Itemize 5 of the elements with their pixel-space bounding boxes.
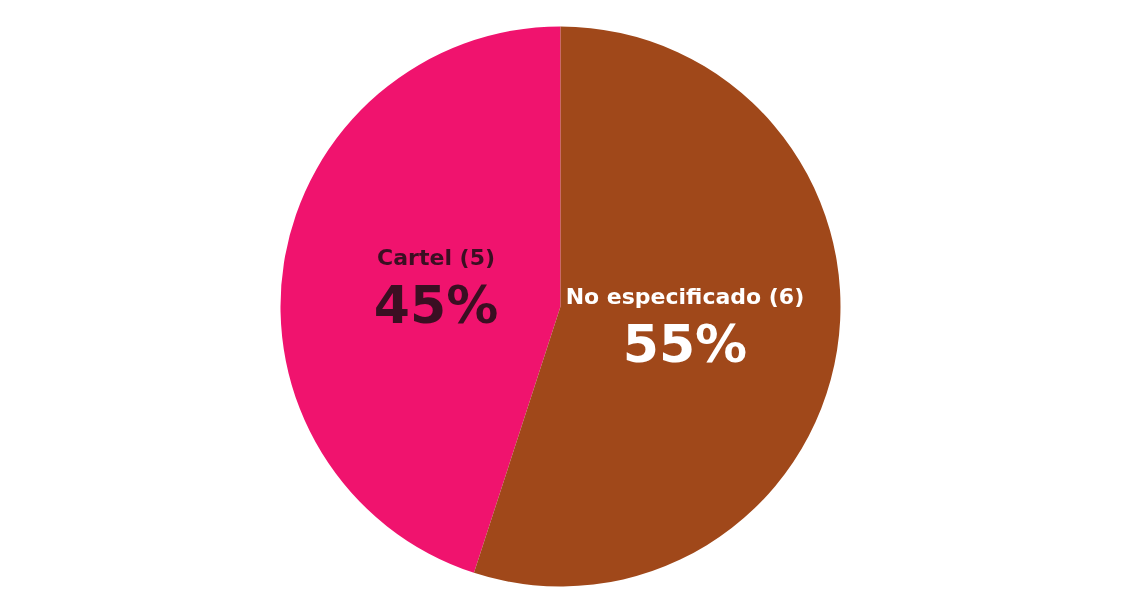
slice-label: No especificado (6) (565, 284, 805, 310)
data-label: 55% (622, 314, 748, 375)
slice-label: Cartel (5) (377, 244, 495, 270)
pie-slice (280, 26, 561, 573)
data-label: 45% (373, 274, 499, 335)
